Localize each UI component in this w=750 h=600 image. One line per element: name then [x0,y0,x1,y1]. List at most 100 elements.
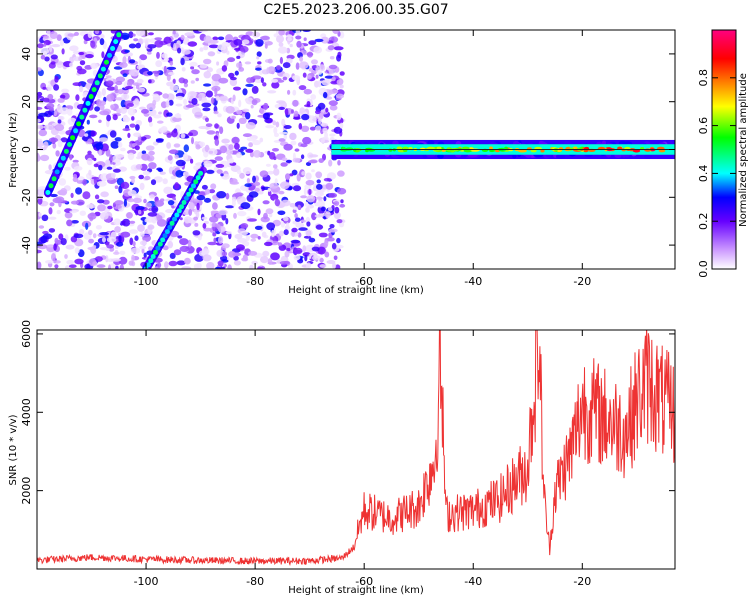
heatmap-noise-blob [169,60,174,66]
heatmap-noise-blob [37,91,43,97]
heatmap-noise-blob [93,157,97,162]
heatmap-noise-blob [37,43,44,49]
heatmap-noise-blob [113,66,123,70]
heatmap-noise-blob [233,260,241,266]
heatmap-noise-blob [74,258,84,265]
heatmap-noise-blob [246,178,250,184]
heatmap-noise-blob [319,264,327,268]
heatmap-noise-blob [242,240,250,247]
heatmap-noise-blob [112,165,117,170]
heatmap-noise-blob [70,192,74,198]
heatmap-noise-blob [264,43,268,49]
heatmap-noise-blob [61,88,70,94]
heatmap-noise-blob [210,97,215,104]
heatmap-noise-blob [322,127,328,134]
heatmap-noise-blob [214,138,220,146]
heatmap-noise-blob [231,115,236,119]
heatmap-noise-blob [139,182,145,191]
heatmap-noise-blob [278,190,285,195]
heatmap-noise-blob [238,117,247,125]
heatmap-noise-blob [225,205,235,209]
heatmap-noise-blob [204,188,211,195]
heatmap-noise-blob [237,148,244,153]
heatmap-noise-blob [298,85,307,91]
heatmap-trace-core [51,176,57,182]
heatmap-noise-blob [263,212,268,220]
heatmap-trace-peak [471,148,480,152]
heatmap-noise-blob [144,218,149,223]
heatmap-noise-blob [250,104,254,109]
heatmap-noise-blob [336,112,342,121]
heatmap-noise-blob [111,55,118,63]
heatmap-noise-blob [219,145,228,154]
heatmap-noise-blob [38,212,42,217]
heatmap-noise-blob [141,109,149,114]
heatmap-noise-blob [323,177,332,182]
heatmap-noise-blob [308,40,317,46]
heatmap-noise-blob [291,109,294,114]
heatmap-noise-blob [308,154,319,158]
heatmap-noise-blob [180,34,185,41]
heatmap-noise-blob [148,122,153,127]
heatmap-noise-blob [233,86,241,91]
heatmap-noise-blob [125,86,134,90]
heatmap-noise-blob [162,245,169,251]
heatmap-noise-blob [115,265,119,269]
heatmap-noise-blob [174,154,179,159]
heatmap-noise-blob [191,137,194,145]
heatmap-noise-blob [242,133,253,138]
heatmap-noise-blob [135,30,145,37]
heatmap-noise-blob [280,199,291,207]
heatmap-noise-blob [206,169,215,174]
heatmap-noise-blob [41,214,49,222]
heatmap-noise-blob [258,191,264,195]
heatmap-noise-blob [213,237,217,243]
heatmap-noise-blob [203,71,212,79]
heatmap-noise-blob [320,36,329,44]
heatmap-noise-blob [85,83,91,89]
heatmap-noise-blob [300,219,306,223]
heatmap-noise-blob [231,199,236,207]
heatmap-noise-blob [44,56,50,62]
heatmap-noise-blob [184,32,194,37]
heatmap-noise-blob [54,237,59,244]
heatmap-noise-blob [302,72,307,78]
heatmap-noise-blob [148,116,153,123]
heatmap-noise-blob [105,75,112,79]
heatmap-noise-blob [120,106,128,114]
heatmap-noise-blob [119,250,126,255]
heatmap-noise-blob [118,235,122,243]
heatmap-noise-blob [189,61,198,67]
heatmap-noise-blob [201,102,212,108]
heatmap-noise-blob [332,262,337,269]
heatmap-noise-blob [306,221,311,227]
heatmap-noise-blob [311,59,318,65]
heatmap-noise-blob [279,131,288,135]
heatmap-noise-blob [60,238,67,246]
heatmap-noise-blob [328,159,333,167]
heatmap-noise-blob [218,77,229,84]
heatmap-noise-blob [119,62,128,68]
heatmap-noise-blob [64,211,73,219]
heatmap-noise-blob [147,71,153,76]
heatmap-noise-blob [193,216,199,221]
heatmap-noise-blob [214,156,223,161]
heatmap-noise-blob [317,69,323,75]
heatmap-noise-blob [162,178,168,185]
heatmap-noise-blob [182,37,190,45]
heatmap-trace-core [191,183,196,189]
heatmap-noise-blob [106,236,117,243]
heatmap-noise-blob [244,97,253,103]
heatmap-noise-blob [316,200,326,208]
heatmap-noise-blob [241,39,250,45]
heatmap-noise-blob [182,153,189,161]
heatmap-noise-blob [248,250,258,256]
heatmap-noise-blob [241,257,249,262]
heatmap-noise-blob [234,142,240,150]
heatmap-noise-blob [205,123,213,127]
heatmap-noise-blob [292,99,299,107]
heatmap-noise-blob [329,56,335,60]
heatmap-noise-blob [53,110,58,116]
snr-y-tick-label: 4000 [20,398,33,426]
heatmap-noise-blob [70,200,79,205]
